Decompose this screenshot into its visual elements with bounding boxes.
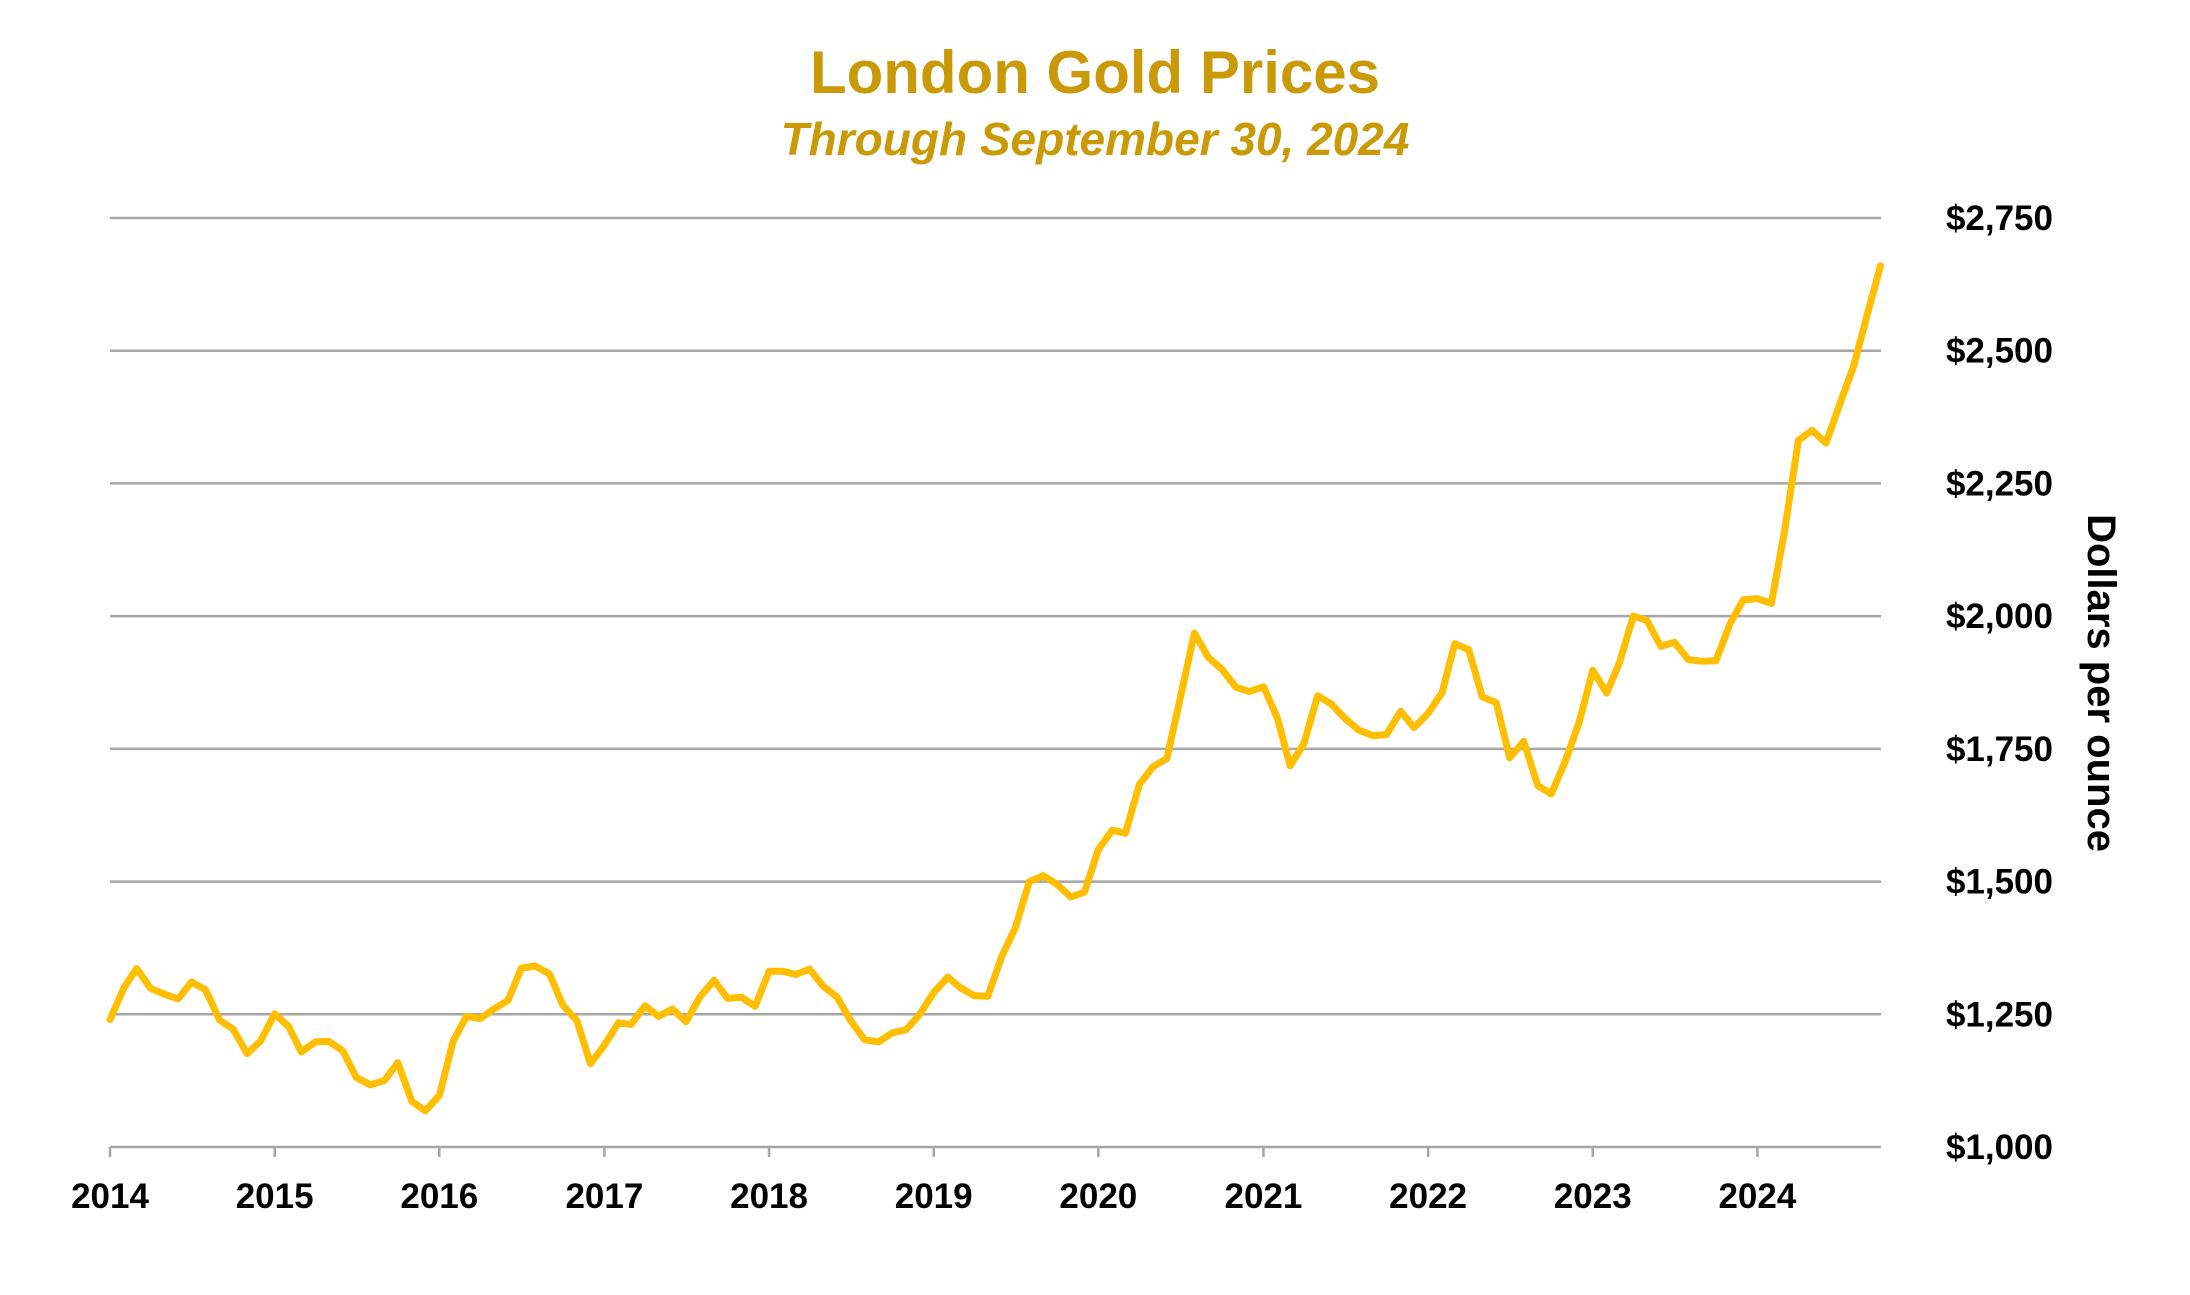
y-tick-label: $2,000 [1946,597,2053,636]
chart-subtitle: Through September 30, 2024 [780,113,1410,165]
series [106,262,1884,1115]
y-tick-label: $2,750 [1946,199,2053,238]
x-tick-label: 2018 [730,1177,808,1216]
x-tick-label: 2020 [1059,1177,1137,1216]
y-tick-label: $2,250 [1946,464,2053,503]
chart-title: London Gold Prices [809,39,1381,106]
x-tick-label: 2016 [400,1177,478,1216]
y-tick-label: $1,000 [1946,1128,2053,1167]
x-tick-label: 2022 [1389,1177,1467,1216]
x-axis: 2014 2015 2016 2017 2018 2019 2020 2021 2022 2023… [71,1145,1881,1216]
x-tick-label: 2024 [1718,1177,1796,1216]
x-tick-label: 2019 [895,1177,973,1216]
x-tick-label: 2015 [236,1177,314,1216]
y-tick-label: $1,500 [1946,863,2053,902]
x-tick-label: 2017 [565,1177,643,1216]
y-tick-label: $2,500 [1946,332,2053,371]
x-tick-label: 2023 [1554,1177,1632,1216]
x-tick-label: 2014 [71,1177,149,1216]
x-tick-label: 2021 [1225,1177,1303,1216]
y-tick-label: $1,250 [1946,995,2053,1034]
y-axis: $1,000 $1,250 $1,500 $1,750 $2,000 $2,250 $2,5… [1946,199,2053,1167]
y-tick-label: $1,750 [1946,730,2053,769]
y-axis-label: Dollars per ounce [2079,514,2123,852]
gold-price-line [106,262,1884,1115]
gridlines [110,216,1881,1016]
